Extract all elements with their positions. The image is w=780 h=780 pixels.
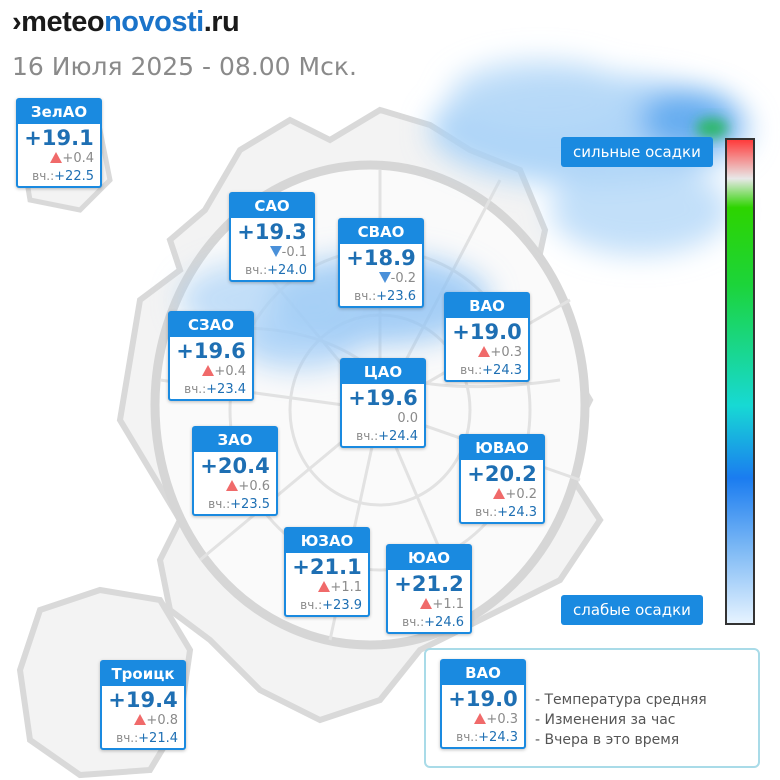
- district-card-cao[interactable]: ЦАО +19.6 0.0 вч.:+24.4: [340, 358, 426, 448]
- district-name: ЦАО: [342, 360, 424, 384]
- district-change: +0.2: [505, 487, 537, 502]
- district-temp: +20.2: [467, 462, 537, 486]
- legend-box: [424, 648, 760, 768]
- yesterday-prefix: вч.:: [356, 429, 379, 443]
- district-yesterday: +23.6: [376, 289, 416, 304]
- district-change: +0.8: [146, 713, 178, 728]
- district-yesterday: +24.3: [497, 505, 537, 520]
- district-change: +0.6: [238, 479, 270, 494]
- district-temp: +19.3: [237, 220, 307, 244]
- district-card-yuvao[interactable]: ЮВАО +20.2 +0.2 вч.:+24.3: [459, 434, 545, 524]
- district-change: +1.1: [330, 580, 362, 595]
- site-logo: ›meteonovosti.ru: [12, 6, 240, 39]
- legend-explanations: - Температура средняя - Изменения за час…: [535, 690, 707, 750]
- yesterday-prefix: вч.:: [354, 289, 377, 303]
- district-name: ВАО: [442, 661, 524, 685]
- district-card-zao[interactable]: ЗАО +20.4 +0.6 вч.:+23.5: [192, 426, 278, 516]
- scale-top-label: сильные осадки: [561, 137, 713, 167]
- logo-mark-icon: ›: [12, 6, 22, 38]
- trend-up-icon: [478, 346, 491, 357]
- district-yesterday: +23.4: [206, 382, 246, 397]
- district-yesterday: +22.5: [54, 169, 94, 184]
- date-line: 16 Июля 2025 - 08.00 Мск.: [12, 52, 357, 81]
- district-temp: +19.0: [448, 687, 518, 711]
- trend-up-icon: [420, 598, 433, 609]
- legend-line-change: - Изменения за час: [535, 712, 676, 728]
- trend-up-icon: [202, 365, 215, 376]
- district-name: САО: [231, 194, 313, 218]
- trend-up-icon: [493, 488, 506, 499]
- yesterday-prefix: вч.:: [475, 505, 498, 519]
- district-temp: +19.4: [108, 688, 178, 712]
- trend-up-icon: [226, 480, 239, 491]
- yesterday-prefix: вч.:: [116, 731, 139, 745]
- district-yesterday: +24.6: [424, 615, 464, 630]
- district-temp: +20.4: [200, 454, 270, 478]
- district-name: ВАО: [446, 294, 528, 318]
- scale-bottom-label: слабые осадки: [561, 595, 703, 625]
- trend-down-icon: [269, 246, 282, 257]
- district-card-yuao[interactable]: ЮАО +21.2 +1.1 вч.:+24.6: [386, 544, 472, 634]
- yesterday-prefix: вч.:: [208, 497, 231, 511]
- legend-line-yesterday: - Вчера в это время: [535, 732, 680, 748]
- district-yesterday: +24.4: [378, 429, 418, 444]
- heavy-precipitation-spot: [696, 118, 728, 138]
- district-yesterday: +23.5: [230, 497, 270, 512]
- district-change: +0.3: [486, 712, 518, 727]
- yesterday-prefix: вч.:: [32, 169, 55, 183]
- district-temp: +21.2: [394, 572, 464, 596]
- legend-line-temp: - Температура средняя: [535, 692, 707, 708]
- district-yesterday: +24.3: [478, 730, 518, 745]
- district-name: ЮВАО: [461, 436, 543, 460]
- district-temp: +18.9: [346, 246, 416, 270]
- district-card-svao[interactable]: СВАО +18.9 -0.2 вч.:+23.6: [338, 218, 424, 308]
- district-yesterday: +24.0: [267, 263, 307, 278]
- trend-up-icon: [318, 581, 331, 592]
- district-card-sao[interactable]: САО +19.3 -0.1 вч.:+24.0: [229, 192, 315, 282]
- district-yesterday: +21.4: [138, 731, 178, 746]
- yesterday-prefix: вч.:: [184, 382, 207, 396]
- district-temp: +19.6: [348, 386, 418, 410]
- district-change: -0.1: [281, 245, 307, 260]
- trend-up-icon: [474, 713, 487, 724]
- district-name: ЗелАО: [18, 100, 100, 124]
- logo-part-meteo: meteo: [21, 6, 105, 38]
- district-card-yuzao[interactable]: ЮЗАО +21.1 +1.1 вч.:+23.9: [284, 527, 370, 617]
- yesterday-prefix: вч.:: [460, 363, 483, 377]
- district-name: ЮАО: [388, 546, 470, 570]
- district-temp: +21.1: [292, 555, 362, 579]
- district-change: +0.4: [62, 151, 94, 166]
- logo-part-domain: .ru: [203, 6, 240, 38]
- yesterday-prefix: вч.:: [245, 263, 268, 277]
- district-temp: +19.6: [176, 339, 246, 363]
- legend-sample-card: ВАО +19.0 +0.3 вч.:+24.3: [440, 659, 526, 749]
- district-card-troitsk[interactable]: Троицк +19.4 +0.8 вч.:+21.4: [100, 660, 186, 750]
- yesterday-prefix: вч.:: [456, 730, 479, 744]
- district-temp: +19.1: [24, 126, 94, 150]
- district-name: ЮЗАО: [286, 529, 368, 553]
- district-yesterday: +23.9: [322, 598, 362, 613]
- district-name: СЗАО: [170, 313, 252, 337]
- district-change: +0.4: [214, 364, 246, 379]
- district-yesterday: +24.3: [482, 363, 522, 378]
- yesterday-prefix: вч.:: [300, 598, 323, 612]
- district-change: +1.1: [432, 597, 464, 612]
- district-card-vao[interactable]: ВАО +19.0 +0.3 вч.:+24.3: [444, 292, 530, 382]
- district-name: Троицк: [102, 662, 184, 686]
- trend-down-icon: [378, 272, 391, 283]
- trend-up-icon: [134, 714, 147, 725]
- district-change: +0.3: [490, 345, 522, 360]
- yesterday-prefix: вч.:: [402, 615, 425, 629]
- district-temp: +19.0: [452, 320, 522, 344]
- district-card-zelao[interactable]: ЗелАО +19.1 +0.4 вч.:+22.5: [16, 98, 102, 188]
- district-change: 0.0: [397, 411, 418, 426]
- trend-up-icon: [50, 152, 63, 163]
- district-name: ЗАО: [194, 428, 276, 452]
- district-card-szao[interactable]: СЗАО +19.6 +0.4 вч.:+23.4: [168, 311, 254, 401]
- logo-part-novosti: novosti: [104, 6, 204, 38]
- precipitation-scale-bar: [725, 138, 755, 625]
- district-change: -0.2: [390, 271, 416, 286]
- district-name: СВАО: [340, 220, 422, 244]
